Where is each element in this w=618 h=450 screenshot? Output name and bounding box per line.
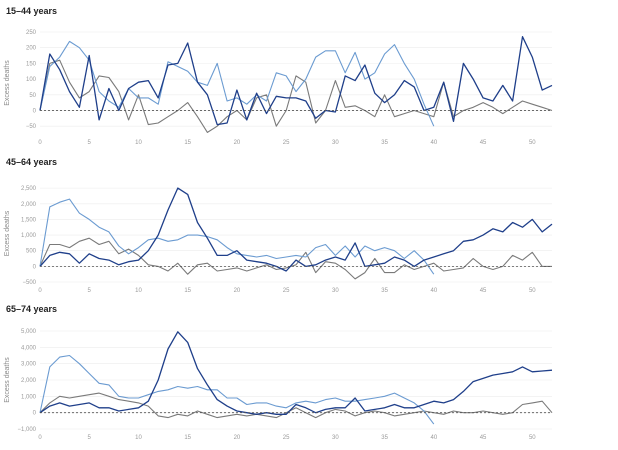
y-tick-label: 0 [33,411,37,417]
panel-45-64: 45–64 years −500 0 500 1,000 1,500 2,000 2,500… [0,157,618,297]
y-axis-label: Excess deaths [4,60,11,106]
series-line-light [40,41,434,126]
x-tick-label: 45 [480,288,487,294]
y-tick-label: −50 [26,124,37,130]
series-line-gray [40,60,552,132]
y-tick-label: 1,000 [21,233,37,239]
x-tick-label: 50 [529,288,536,294]
panel-65-74: 65–74 years −1,000 0 1,000 2,000 3,000 4,000 5… [0,304,618,448]
x-tick-label: 25 [283,435,290,441]
x-tick-label: 25 [283,140,290,146]
series-line-dark [40,188,552,271]
y-tick-label: −1,000 [17,427,36,433]
x-tick-label: 30 [332,288,339,294]
series-line-dark [40,332,552,415]
y-tick-label: 250 [26,30,37,36]
x-tick-label: 35 [381,435,388,441]
y-tick-label: 3,000 [21,362,37,368]
x-tick-label: 20 [234,140,241,146]
y-tick-label: 50 [29,93,36,99]
x-tick-label: 30 [332,140,339,146]
series-line-gray [40,238,552,279]
y-tick-label: 0 [33,264,37,270]
chart-15-44-svg: −50 0 50 100 150 200 250 0 5 10 15 20 25 30 35 40 45 50 Ex… [0,6,618,146]
y-tick-label: 0 [33,108,37,114]
x-tick-label: 35 [381,140,388,146]
x-tick-label: 5 [88,140,92,146]
y-tick-label: −500 [22,280,36,286]
x-tick-label: 0 [38,435,42,441]
y-tick-label: 2,500 [21,186,37,192]
x-tick-label: 50 [529,435,536,441]
panel-15-44: 15–44 years −50 0 50 100 150 200 250 0 5 10 15 20 25… [0,6,618,146]
y-tick-label: 1,500 [21,217,37,223]
y-axis-label: Excess deaths [4,357,11,403]
series-line-dark [40,37,552,125]
x-tick-label: 0 [38,288,42,294]
y-tick-label: 2,000 [21,202,37,208]
series-line-light [40,199,434,274]
x-tick-label: 45 [480,140,487,146]
x-tick-label: 5 [88,288,92,294]
y-tick-label: 4,000 [21,345,37,351]
x-tick-label: 10 [135,288,142,294]
x-tick-label: 5 [88,435,92,441]
y-tick-label: 150 [26,61,37,67]
y-axis-label: Excess deaths [4,210,11,256]
y-tick-label: 200 [26,46,37,52]
x-tick-label: 35 [381,288,388,294]
x-tick-label: 15 [184,435,191,441]
y-tick-label: 500 [26,249,37,255]
x-tick-label: 10 [135,140,142,146]
x-tick-label: 40 [431,435,438,441]
x-tick-label: 25 [283,288,290,294]
x-tick-label: 40 [431,288,438,294]
x-tick-label: 0 [38,140,42,146]
y-tick-label: 1,000 [21,394,37,400]
x-tick-label: 40 [431,140,438,146]
y-tick-label: 100 [26,77,37,83]
x-tick-label: 50 [529,140,536,146]
x-tick-label: 15 [184,288,191,294]
x-tick-label: 30 [332,435,339,441]
x-tick-label: 20 [234,435,241,441]
y-tick-label: 2,000 [21,378,37,384]
x-tick-label: 45 [480,435,487,441]
x-tick-label: 15 [184,140,191,146]
y-tick-label: 5,000 [21,329,37,335]
x-tick-label: 20 [234,288,241,294]
x-tick-label: 10 [135,435,142,441]
